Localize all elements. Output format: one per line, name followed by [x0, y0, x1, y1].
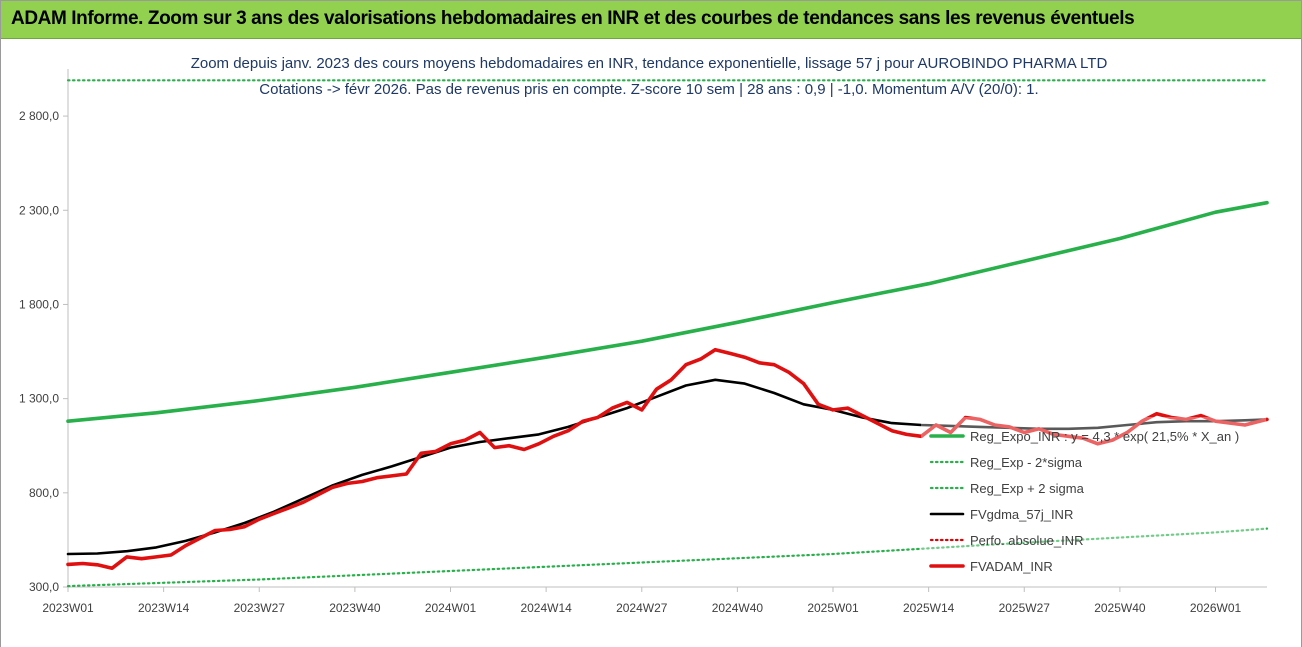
legend-label: Reg_Exp + 2 sigma	[970, 481, 1085, 496]
banner-title: ADAM Informe. Zoom sur 3 ans des valoris…	[11, 8, 1135, 29]
legend: Reg_Expo_INR : y = 4,3 * exp( 21,5% * X_…	[921, 417, 1266, 581]
x-tick-label: 2023W14	[138, 601, 190, 615]
x-tick-label: 2024W40	[712, 601, 764, 615]
y-tick-label: 2 800,0	[19, 109, 59, 123]
line-chart: Zoom depuis janv. 2023 des cours moyens …	[1, 39, 1301, 647]
x-tick-label: 2024W14	[520, 601, 572, 615]
chart-subtitle-line2: Cotations -> févr 2026. Pas de revenus p…	[259, 81, 1038, 98]
legend-label: Reg_Exp - 2*sigma	[970, 455, 1083, 470]
x-tick-label: 2025W14	[903, 601, 955, 615]
x-tick-label: 2025W01	[807, 601, 859, 615]
report-banner: ADAM Informe. Zoom sur 3 ans des valoris…	[1, 1, 1301, 39]
legend-label: FVADAM_INR	[970, 559, 1053, 574]
legend-box	[921, 417, 1266, 581]
x-tick-label: 2024W27	[616, 601, 668, 615]
legend-label: Perfo. absolue_INR	[970, 533, 1083, 548]
y-tick-label: 1 800,0	[19, 297, 59, 311]
x-tick-label: 2025W40	[1094, 601, 1146, 615]
series-line-1	[66, 200, 1269, 423]
x-tick-label: 2024W01	[425, 601, 477, 615]
y-tick-label: 2 300,0	[19, 203, 59, 217]
axes: 300,0 800,0 1 300,0 1 800,0 2 300,0 2 800,0 20…	[19, 69, 1267, 615]
legend-label: Reg_Expo_INR : y = 4,3 * exp( 21,5% * X_…	[970, 429, 1239, 444]
x-tick-label: 2026W01	[1190, 601, 1242, 615]
chart-background	[1, 39, 1301, 647]
y-tick-label: 800,0	[29, 486, 59, 500]
series-line-2	[66, 527, 1269, 588]
legend-label: FVgdma_57j_INR	[970, 507, 1073, 522]
series-layer	[66, 79, 1269, 588]
chart-subtitle-line1: Zoom depuis janv. 2023 des cours moyens …	[191, 55, 1108, 72]
y-tick-label: 300,0	[29, 580, 59, 594]
series-line-6	[66, 347, 1269, 570]
x-tick-label: 2025W27	[999, 601, 1051, 615]
x-tick-label: 2023W27	[234, 601, 286, 615]
x-tick-label: 2023W40	[329, 601, 381, 615]
x-tick-label: 2023W01	[42, 601, 94, 615]
y-tick-label: 1 300,0	[19, 392, 59, 406]
